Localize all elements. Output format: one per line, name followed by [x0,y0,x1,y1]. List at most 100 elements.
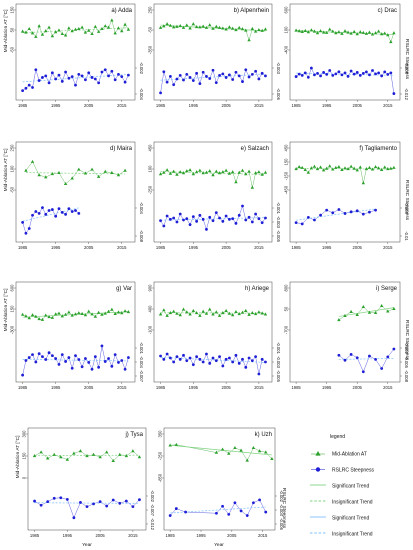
at-point [174,442,179,446]
at-point [221,311,225,315]
series-line-at [338,305,394,321]
rslrc-point [27,356,31,359]
bottom-y-tick-label: -0.002 [139,62,144,75]
rslrc-point [198,213,202,217]
top-y-tick-label: 450 [284,144,289,152]
at-point [83,171,88,175]
rslrc-point [64,360,67,363]
rslrc-point [31,213,34,217]
at-point [264,450,268,454]
series-line-at [170,444,273,461]
at-point [208,169,212,173]
rslrc-point [215,511,218,515]
rslrc-point [103,360,107,363]
x-tick-label: 1985 [156,103,166,108]
x-tick-label: 2005 [353,245,363,250]
at-point [346,30,350,34]
rslrc-point [208,361,212,365]
rslrc-point [257,77,261,81]
top-y-tick-label: 0 [22,476,27,479]
rslrc-point [250,72,254,76]
legend: legend Mid-Ablation AT RSLRC Steepness Sign… [310,434,374,538]
rslrc-point [174,507,178,510]
top-y-tick-label: -450 [284,185,289,194]
at-point [100,26,104,31]
rslrc-point [343,71,347,75]
at-point [67,310,71,314]
rslrc-point [60,353,64,357]
panel-frame [289,141,401,243]
rslrc-point [300,73,304,77]
rslrc-point [67,356,71,359]
at-point [44,313,48,317]
rslrc-point [195,219,199,223]
rslrc-point [337,208,341,211]
rslrc-point [54,77,58,81]
at-point [312,164,317,168]
trend-line-rslrc [296,208,376,221]
at-point [44,29,48,33]
at-point [253,171,258,175]
at-point [240,27,245,31]
rslrc-point [325,208,329,212]
panel-title: j) Tysa [124,432,143,438]
panel-title: f) Tagliamento [359,146,397,152]
top-y-tick-label: -850 [158,473,163,482]
at-point [30,313,35,317]
at-point [123,309,127,313]
legend-title: legend [330,434,345,440]
at-point [73,312,78,316]
top-y-tick-label: -350 [148,45,153,54]
at-point [376,29,381,33]
rslrc-point [80,365,84,369]
at-point [90,31,94,36]
at-point [211,26,215,30]
legend-item-label: Significant Trend [332,484,369,490]
rslrc-point [34,68,38,72]
panel-frame [163,427,276,531]
at-point [250,185,255,189]
rslrc-point [168,75,172,78]
rslrc-point [162,357,166,361]
at-point [392,165,396,169]
at-point [361,181,366,185]
at-point [247,169,251,173]
rslrc-point [211,68,215,72]
x-tick-label: 2005 [221,103,231,108]
rslrc-point [241,204,244,208]
rslrc-point [79,501,82,504]
panel-2: b) Alpenrhein 1985 1995 2005 2015 250 -50 -350 -… [148,3,281,108]
panel-title: b) Alpenrhein [234,8,269,14]
rslrc-point [97,365,101,369]
top-y-tick-label: 150 [284,158,289,166]
rslrc-point [50,71,54,75]
at-point [181,171,186,175]
at-point [340,31,344,35]
at-point [389,166,393,170]
top-y-tick-label: 100 [284,26,289,34]
panel-title: e) Salzach [241,146,269,152]
rslrc-point [264,360,267,364]
at-point [386,309,390,313]
panel-title: g) Var [116,286,132,292]
rslrc-point [113,353,117,357]
rslrc-point [331,73,335,77]
at-point [188,26,192,30]
at-point [103,24,107,28]
at-point [30,31,35,35]
rslrc-point [364,70,368,74]
at-point [96,174,101,178]
x-tick-label: 2005 [221,245,231,250]
rslrc-point [191,363,195,367]
at-point [181,25,186,29]
rslrc-point [100,344,104,348]
at-point [175,172,179,176]
panel-title: c) Drac [378,8,397,14]
at-point [352,29,356,33]
rslrc-point [52,496,56,500]
at-point [198,313,202,317]
rslrc-point [349,210,353,214]
rslrc-point [87,361,91,364]
rslrc-point [205,352,208,356]
